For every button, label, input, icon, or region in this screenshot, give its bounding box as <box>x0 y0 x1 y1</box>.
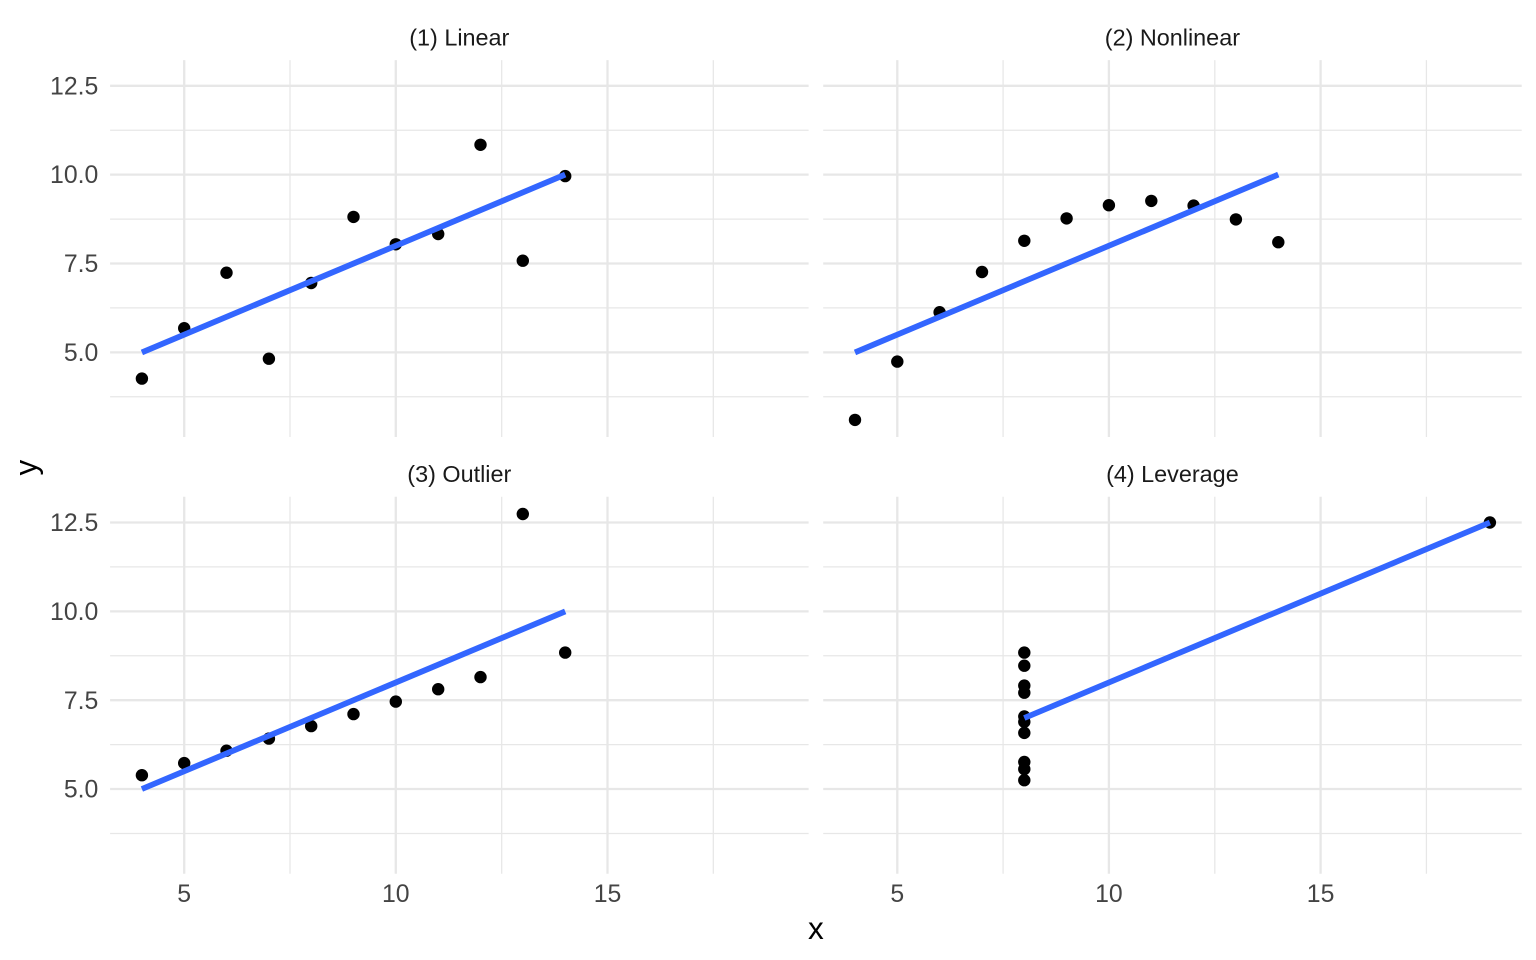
svg-text:(4) Leverage: (4) Leverage <box>1106 461 1239 487</box>
svg-text:15: 15 <box>1307 881 1335 908</box>
svg-text:(3) Outlier: (3) Outlier <box>407 461 511 487</box>
svg-text:10.0: 10.0 <box>50 162 98 189</box>
svg-text:x: x <box>808 910 824 946</box>
svg-text:12.5: 12.5 <box>50 73 98 100</box>
svg-text:10: 10 <box>382 881 410 908</box>
svg-text:(1) Linear: (1) Linear <box>409 25 509 51</box>
svg-text:5: 5 <box>890 881 904 908</box>
svg-text:7.5: 7.5 <box>64 251 98 278</box>
svg-text:10.0: 10.0 <box>50 599 98 626</box>
svg-text:5: 5 <box>177 881 191 908</box>
svg-text:5.0: 5.0 <box>64 777 98 804</box>
svg-text:10: 10 <box>1095 881 1123 908</box>
svg-text:15: 15 <box>594 881 622 908</box>
svg-text:y: y <box>8 459 44 475</box>
svg-text:12.5: 12.5 <box>50 510 98 537</box>
svg-text:7.5: 7.5 <box>64 688 98 715</box>
svg-text:(2) Nonlinear: (2) Nonlinear <box>1105 25 1240 51</box>
svg-text:5.0: 5.0 <box>64 340 98 367</box>
